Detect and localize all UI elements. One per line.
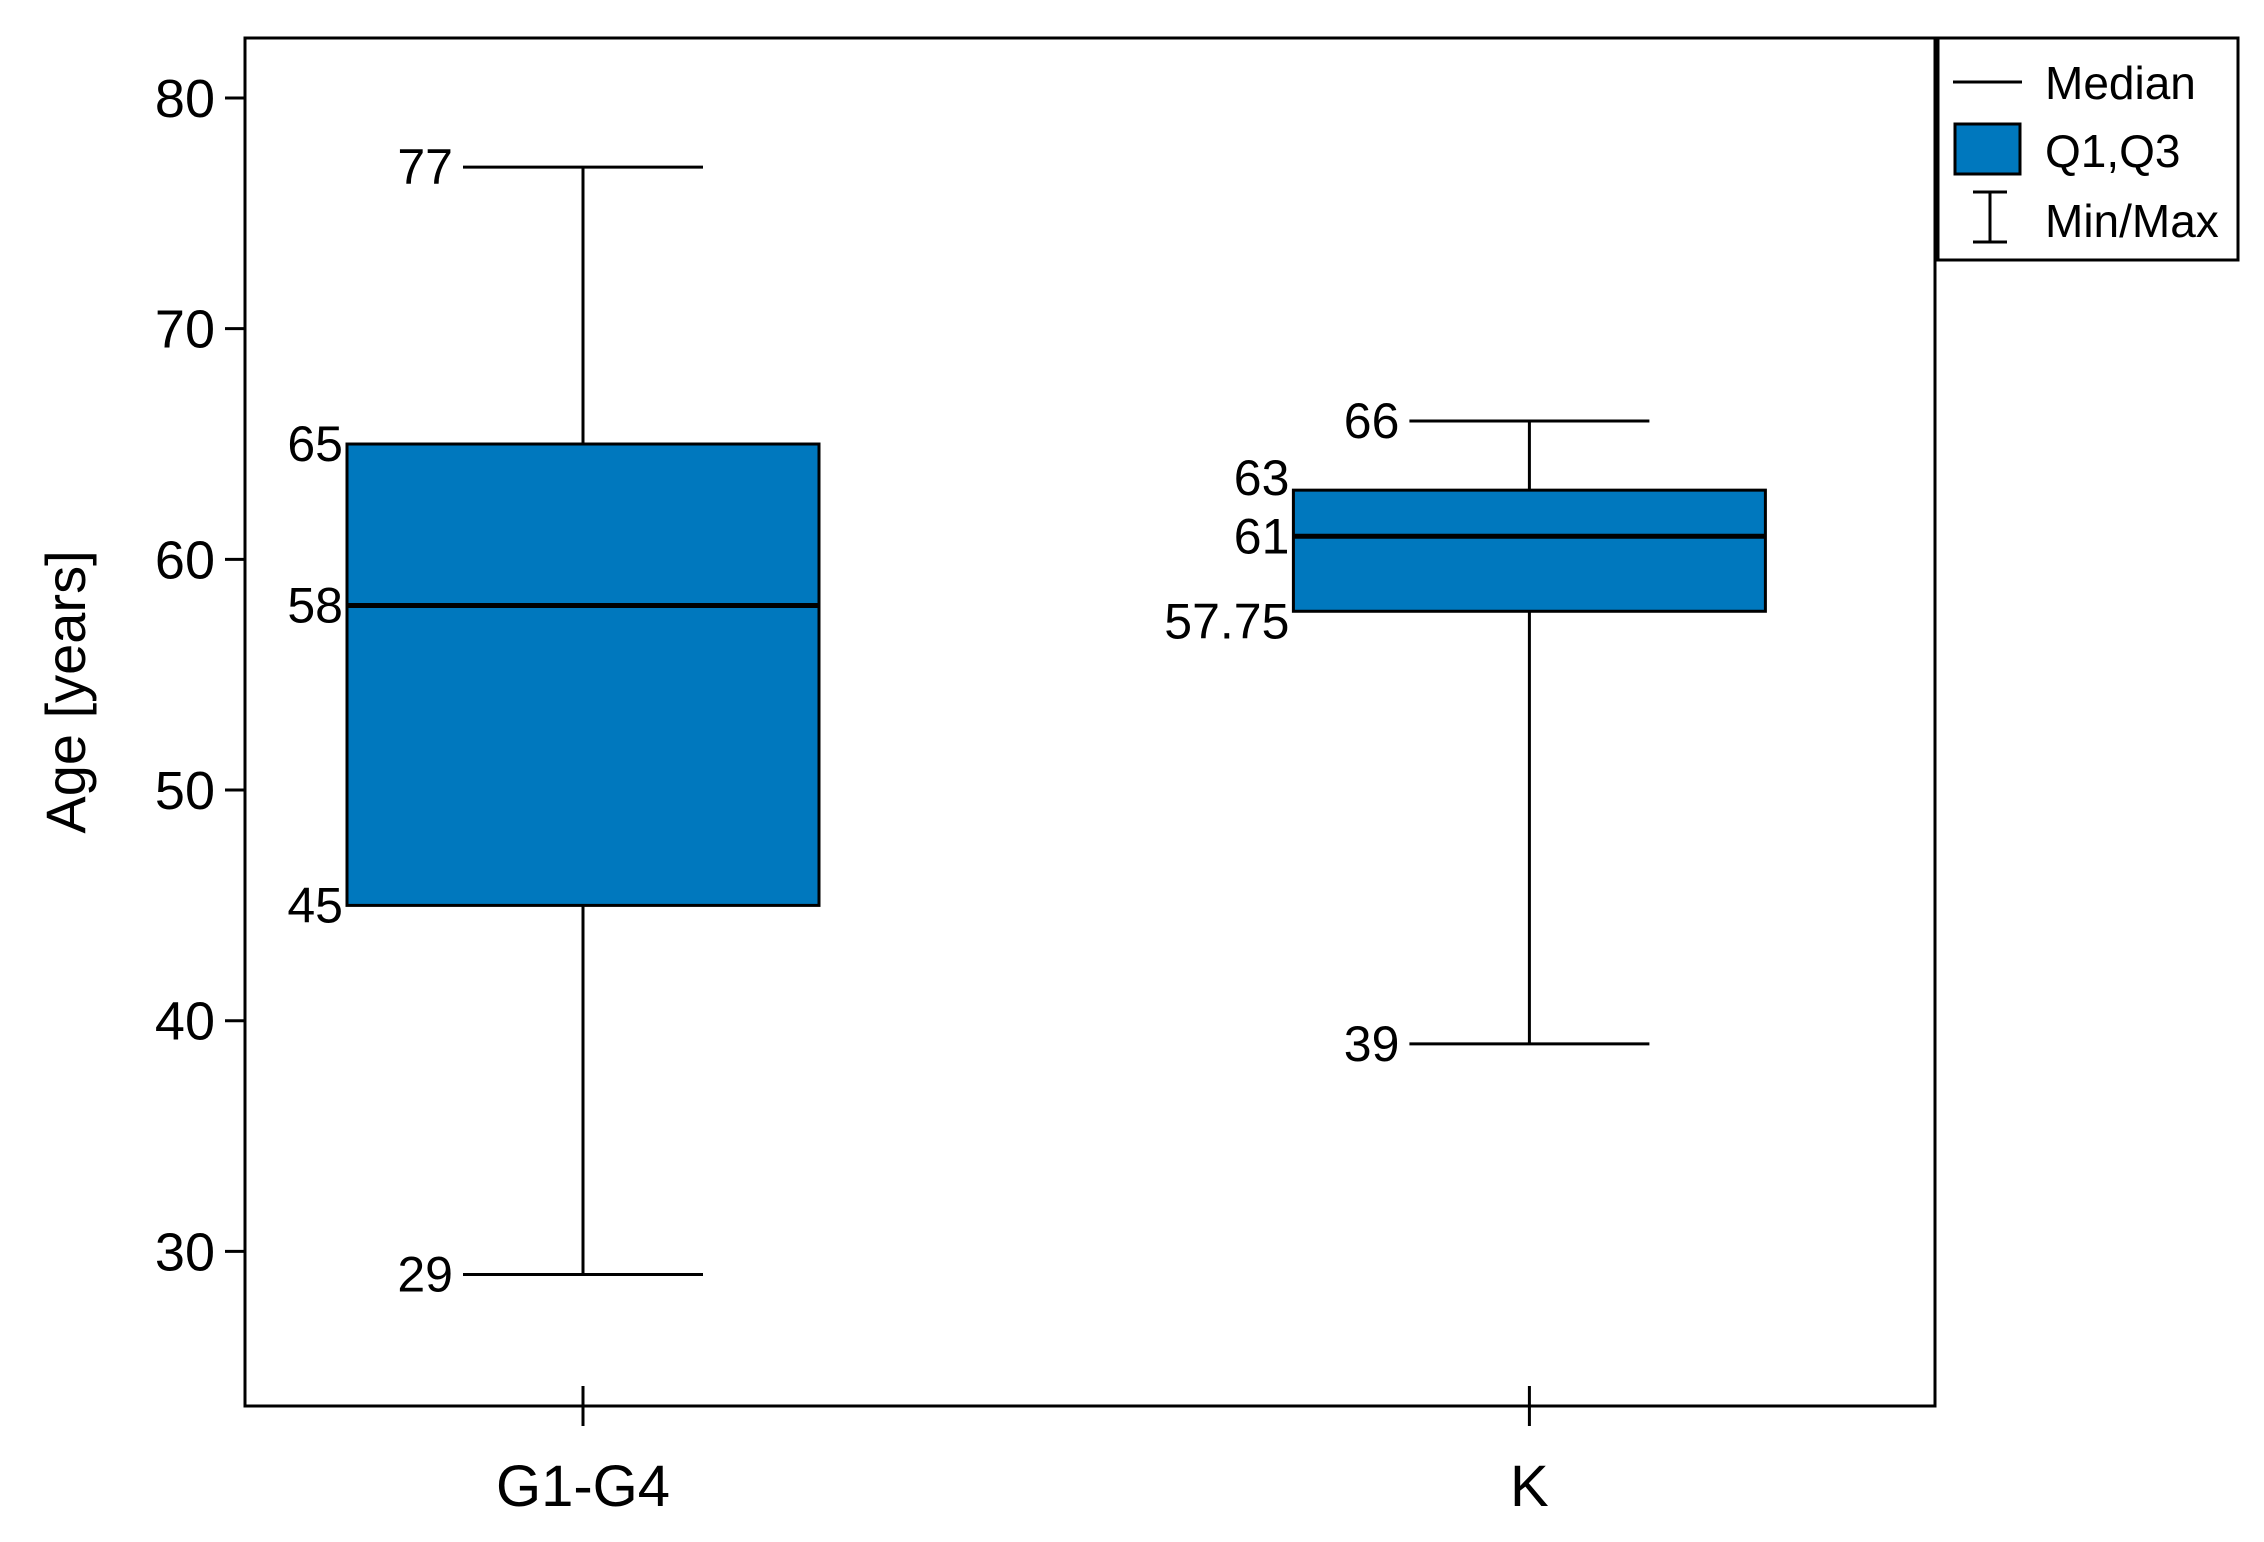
legend-whisker-swatch (1973, 190, 2007, 244)
legend-box-swatch (1953, 122, 2022, 176)
x-tick-label: G1-G4 (496, 1454, 670, 1519)
legend-frame (1936, 36, 2240, 262)
legend: Median Q1,Q3 Min/Max (1936, 36, 2240, 262)
y-tick-label: 30 (155, 1222, 215, 1282)
y-tick-label: 40 (155, 992, 215, 1052)
median-label: 58 (287, 578, 343, 634)
y-tick-label: 60 (155, 530, 215, 590)
legend-median-label: Median (2045, 57, 2196, 109)
legend-whisker-label: Min/Max (2045, 195, 2219, 247)
max-label: 77 (397, 139, 453, 195)
iqr-box (345, 442, 821, 907)
y-axis-label: Age [years] (34, 550, 97, 833)
q1-label: 45 (287, 877, 343, 933)
min-label: 29 (397, 1247, 453, 1303)
x-tick-label: K (1510, 1454, 1549, 1519)
iqr-box (1291, 488, 1767, 613)
y-tick-label: 80 (155, 69, 215, 129)
x-axis: G1-G4 K (496, 1386, 1549, 1519)
q3-label: 65 (287, 416, 343, 472)
q3-label: 63 (1234, 450, 1290, 506)
legend-box-label: Q1,Q3 (2045, 125, 2181, 177)
max-label: 66 (1344, 393, 1400, 449)
min-label: 39 (1344, 1016, 1400, 1072)
box-G1-G4: 77 29 65 58 45 (287, 139, 821, 1303)
y-tick-label: 50 (155, 761, 215, 821)
median-label: 61 (1234, 508, 1290, 564)
y-axis: 30 40 50 60 70 80 (155, 69, 245, 1282)
y-tick-label: 70 (155, 300, 215, 360)
q1-label: 57.75 (1164, 593, 1289, 649)
